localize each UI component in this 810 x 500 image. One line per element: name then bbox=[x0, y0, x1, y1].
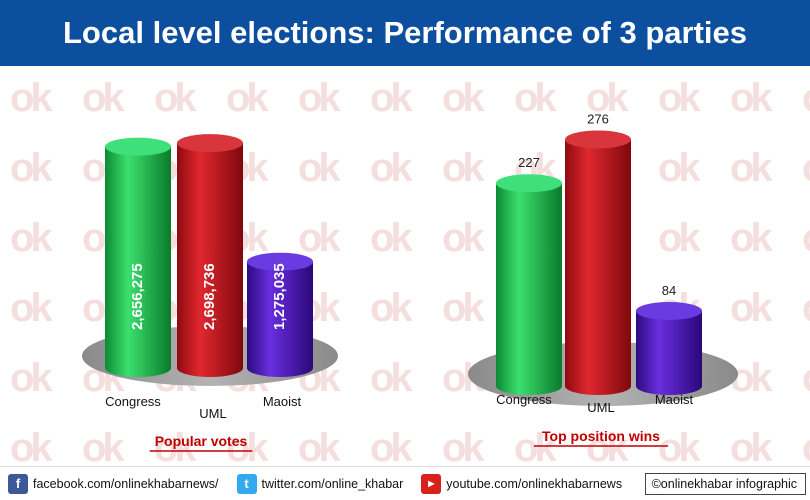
page-title: Local level elections: Performance of 3 … bbox=[0, 0, 810, 66]
twitter-url: twitter.com/online_khabar bbox=[261, 476, 404, 491]
bar-maoist bbox=[636, 301, 702, 395]
data-label: 2,698,736 bbox=[201, 263, 218, 330]
category-label: Maoist bbox=[655, 392, 694, 407]
bar-body bbox=[105, 146, 171, 377]
bar-top bbox=[105, 137, 171, 156]
popular-votes-chart: 2,656,275 Congress 2,698,736 UML 1,275,035 Ma… bbox=[82, 134, 338, 452]
data-label: 276 bbox=[587, 111, 609, 126]
category-label: Congress bbox=[105, 394, 161, 409]
header-title: Local level elections: Performance of 3 … bbox=[63, 15, 747, 50]
bar-uml bbox=[565, 130, 631, 395]
data-label: 227 bbox=[518, 155, 540, 170]
twitter-icon: t bbox=[236, 473, 257, 494]
category-label: Maoist bbox=[263, 394, 302, 409]
bar-body bbox=[636, 310, 702, 395]
youtube-icon: ▶ bbox=[421, 473, 442, 494]
data-label: 84 bbox=[662, 283, 676, 298]
facebook-url: facebook.com/onlinekhabarnews/ bbox=[33, 476, 219, 491]
chart-title: Top position wins bbox=[542, 428, 660, 444]
category-label: UML bbox=[199, 406, 226, 421]
bar-top bbox=[496, 174, 562, 193]
chart-title: Popular votes bbox=[155, 433, 248, 449]
bar-top bbox=[177, 134, 243, 153]
data-label: 1,275,035 bbox=[271, 263, 288, 330]
credit-label: ©onlinekhabar infographic bbox=[644, 472, 806, 495]
footer-bar: f facebook.com/onlinekhabarnews/ t twitt… bbox=[0, 466, 810, 500]
top-position-wins-chart: 227 Congress 276 UML 84 Maoist Top position wi… bbox=[468, 111, 738, 447]
bar-congress bbox=[105, 137, 171, 377]
bar-uml bbox=[177, 134, 243, 377]
category-label: Congress bbox=[496, 392, 552, 407]
bar-body bbox=[247, 261, 313, 377]
bar-body bbox=[177, 143, 243, 377]
bar-maoist bbox=[247, 252, 313, 377]
category-label: UML bbox=[587, 400, 614, 415]
facebook-icon: f bbox=[8, 473, 28, 494]
bar-top bbox=[565, 130, 631, 149]
youtube-link[interactable]: ▶ youtube.com/onlinekhabarnews bbox=[413, 473, 623, 494]
twitter-link[interactable]: t twitter.com/online_khabar bbox=[229, 473, 404, 494]
youtube-url: youtube.com/onlinekhabarnews bbox=[446, 476, 623, 491]
data-label: 2,656,275 bbox=[129, 263, 146, 330]
bar-body bbox=[496, 183, 562, 395]
bar-body bbox=[565, 139, 631, 395]
bar-congress bbox=[496, 174, 562, 395]
bar-top bbox=[636, 301, 702, 320]
bar-top bbox=[247, 252, 313, 271]
facebook-link[interactable]: f facebook.com/onlinekhabarnews/ bbox=[0, 473, 219, 494]
chart-area: 2,656,275 Congress 2,698,736 UML 1,275,035 Ma… bbox=[82, 111, 738, 452]
